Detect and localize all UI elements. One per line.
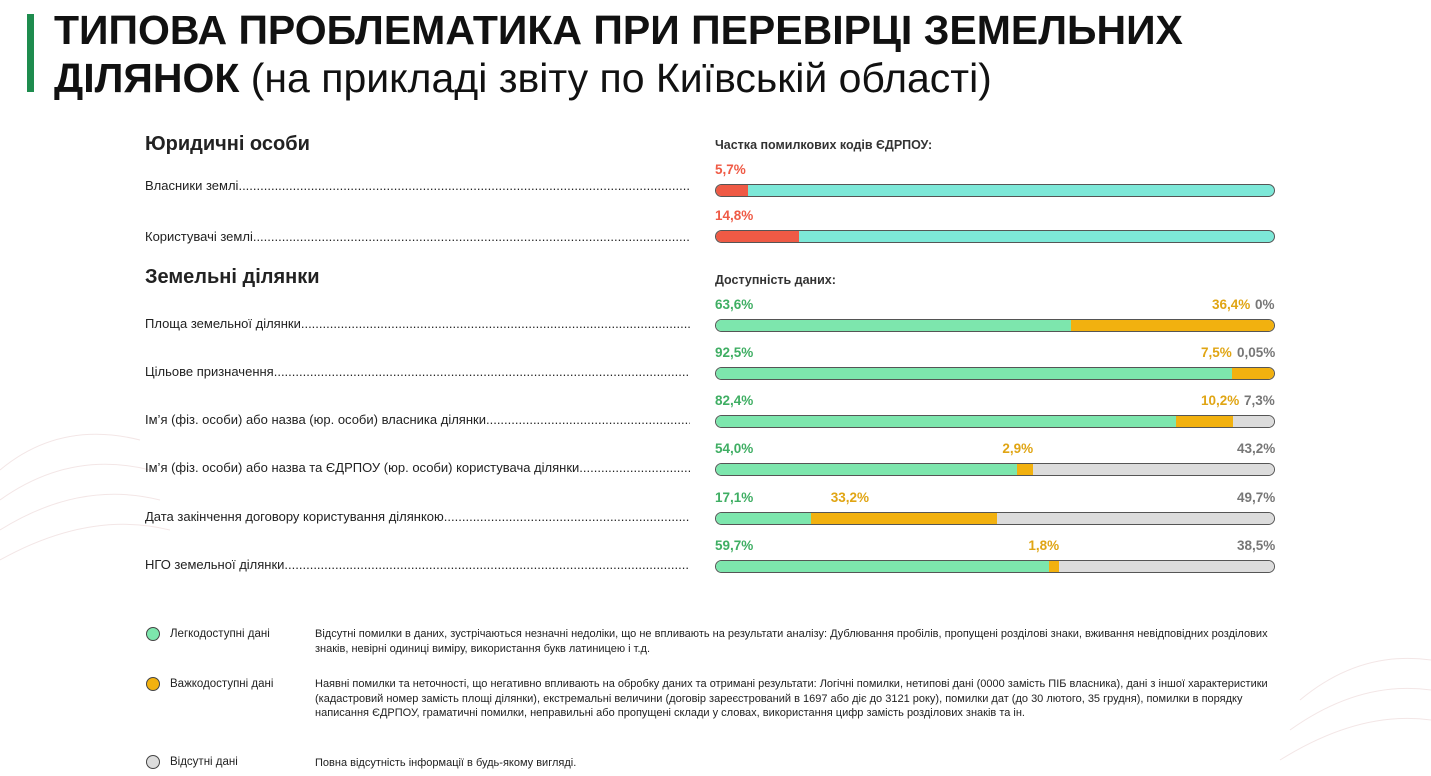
page-title: ТИПОВА ПРОБЛЕМАТИКА ПРИ ПЕРЕВІРЦІ ЗЕМЕЛЬ… <box>54 6 1183 102</box>
section-heading-land: Земельні ділянки <box>145 266 320 288</box>
missing-segment <box>1233 416 1274 427</box>
hard-segment <box>1049 561 1060 572</box>
easy-segment <box>716 416 1177 427</box>
hard-segment <box>1176 416 1234 427</box>
legend-desc-missing: Повна відсутність інформації в будь-яком… <box>315 757 577 769</box>
hard-value-label: 2,9% <box>1002 441 1034 456</box>
easy-segment <box>716 561 1050 572</box>
availability-bar <box>715 560 1275 573</box>
row-label-ngo: НГО земельної ділянки <box>145 557 690 572</box>
legend-desc-hard: Наявні помилки та неточності, що негатив… <box>315 678 1268 719</box>
row-label-text: Площа земельної ділянки <box>145 316 301 331</box>
row-label-user-name: Ім’я (фіз. особи) або назва та ЄДРПОУ (ю… <box>145 460 690 475</box>
availability-bar <box>715 463 1275 476</box>
availability-bar <box>715 367 1275 380</box>
availability-bar <box>715 319 1275 332</box>
missing-segment <box>996 513 1274 524</box>
edrpou-value-label: 14,8% <box>715 208 754 223</box>
title-accent-bar <box>27 14 34 92</box>
title-line-2-bold: ДІЛЯНОК <box>54 55 240 101</box>
row-label-purpose: Цільове призначення <box>145 364 690 379</box>
edrpou-error-segment <box>716 185 748 196</box>
legend-dot-hard <box>146 677 160 691</box>
title-line-2-subtitle: (на прикладі звіту по Київській області) <box>239 55 992 101</box>
easy-value-label: 63,6% <box>715 297 754 312</box>
hard-segment <box>811 513 997 524</box>
legend-dot-missing <box>146 755 160 769</box>
missing-segment <box>1059 561 1274 572</box>
legend-label-missing: Відсутні дані <box>170 756 238 768</box>
row-label-users: Користувачі землі <box>145 229 690 244</box>
row-label-text: Власники землі <box>145 178 239 193</box>
hard-value-label: 36,4% <box>1212 297 1251 312</box>
edrpou-value-label: 5,7% <box>715 162 746 177</box>
easy-value-label: 59,7% <box>715 538 754 553</box>
title-line-1: ТИПОВА ПРОБЛЕМАТИКА ПРИ ПЕРЕВІРЦІ ЗЕМЕЛЬ… <box>54 7 1183 53</box>
edrpou-bar <box>715 230 1275 243</box>
easy-segment <box>716 368 1232 379</box>
legend-desc-easy: Відсутні помилки в даних, зустрічаються … <box>315 628 1268 655</box>
availability-bar <box>715 415 1275 428</box>
availability-bar <box>715 512 1275 525</box>
legend-label-easy: Легкодоступні дані <box>170 628 270 640</box>
row-label-owners: Власники землі <box>145 178 690 193</box>
section-heading-legal: Юридичні особи <box>145 133 310 155</box>
missing-value-label: 43,2% <box>1237 441 1276 456</box>
row-label-text: Ім’я (фіз. особи) або назва (юр. особи) … <box>145 412 486 427</box>
hard-value-label: 7,5% <box>1201 345 1232 360</box>
row-label-text: Цільове призначення <box>145 364 274 379</box>
easy-value-label: 54,0% <box>715 441 754 456</box>
chart-title-edrpou: Частка помилкових кодів ЄДРПОУ: <box>715 138 933 152</box>
edrpou-bar <box>715 184 1275 197</box>
missing-value-label: 0,05% <box>1237 345 1276 360</box>
hard-segment <box>1017 464 1034 475</box>
row-label-text: Користувачі землі <box>145 229 253 244</box>
row-label-owner-name: Ім’я (фіз. особи) або назва (юр. особи) … <box>145 412 690 427</box>
row-label-text: Ім’я (фіз. особи) або назва та ЄДРПОУ (ю… <box>145 460 580 475</box>
missing-value-label: 38,5% <box>1237 538 1276 553</box>
chart-title-availability: Доступність даних: <box>715 273 836 287</box>
hard-value-label: 33,2% <box>830 490 870 505</box>
easy-value-label: 82,4% <box>715 393 754 408</box>
row-label-text: Дата закінчення договору користування ді… <box>145 509 444 524</box>
hard-value-label: 10,2% <box>1201 393 1240 408</box>
easy-segment <box>716 464 1018 475</box>
missing-segment <box>1033 464 1274 475</box>
easy-segment <box>716 320 1071 331</box>
easy-value-label: 92,5% <box>715 345 754 360</box>
easy-segment <box>716 513 812 524</box>
missing-value-label: 49,7% <box>1237 490 1276 505</box>
row-label-area: Площа земельної ділянки <box>145 316 690 331</box>
legend-label-hard: Важкодоступні дані <box>170 678 274 690</box>
edrpou-error-segment <box>716 231 799 242</box>
easy-value-label: 17,1% <box>715 490 754 505</box>
hard-value-label: 1,8% <box>1028 538 1060 553</box>
hard-segment <box>1070 320 1274 331</box>
row-label-text: НГО земельної ділянки <box>145 557 285 572</box>
missing-value-label: 7,3% <box>1244 393 1275 408</box>
missing-value-label: 0% <box>1255 297 1275 312</box>
hard-segment <box>1231 368 1274 379</box>
row-label-contract-date: Дата закінчення договору користування ді… <box>145 509 690 524</box>
legend-dot-easy <box>146 627 160 641</box>
